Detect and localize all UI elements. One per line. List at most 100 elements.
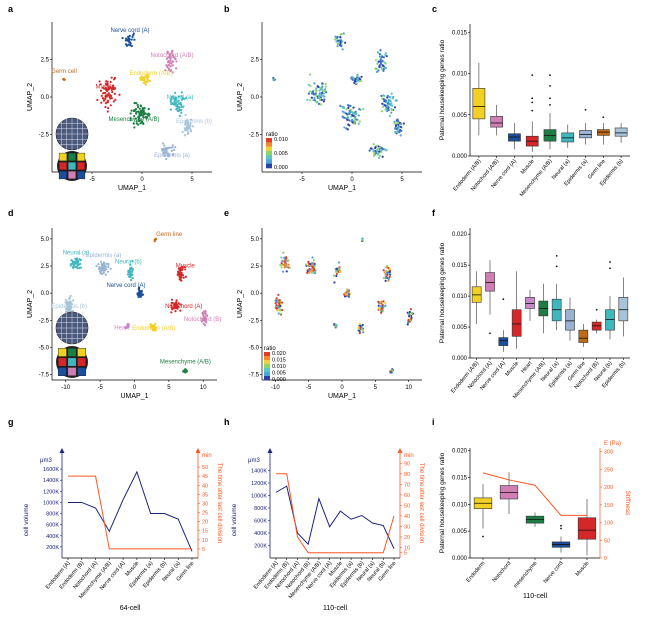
data-point: [105, 95, 108, 98]
y-tick-label: 2.5: [251, 264, 260, 270]
panel-label-c: c: [432, 4, 437, 14]
data-point: [184, 97, 188, 100]
box: [472, 88, 486, 120]
data-point: [309, 73, 312, 76]
cluster-label: Muscle: [95, 85, 115, 91]
data-point: [166, 65, 169, 69]
embryo-cell: [67, 170, 77, 180]
data-point: [167, 56, 170, 59]
data-point: [341, 115, 344, 118]
data-point: [141, 122, 145, 125]
data-point: [335, 40, 338, 43]
data-point: [179, 276, 183, 279]
outlier-point: [531, 97, 534, 100]
data-point: [154, 238, 157, 241]
data-point: [108, 94, 111, 97]
cluster-label: Mesenchyme (A/B): [160, 359, 211, 365]
data-point: [387, 277, 390, 281]
data-point: [346, 128, 349, 131]
data-point: [72, 261, 75, 264]
colorbar-swatch: [266, 146, 272, 152]
data-point: [143, 107, 146, 110]
colorbar-swatch: [264, 360, 270, 365]
data-point: [333, 281, 336, 284]
data-point: [107, 92, 110, 95]
data-point: [394, 130, 397, 134]
data-point: [358, 331, 361, 335]
data-point: [170, 304, 173, 307]
data-point: [79, 262, 82, 266]
embryo-cell: [67, 152, 77, 162]
data-point: [376, 51, 380, 54]
y-axis-right-arrow: [397, 448, 403, 453]
outlier-point: [555, 265, 558, 268]
data-point: [323, 98, 326, 101]
data-point: [163, 154, 166, 157]
data-point: [104, 265, 107, 268]
y-axis-title-right: The time after last cell division: [418, 463, 424, 543]
y-tick-label-right: 200: [604, 485, 613, 491]
data-point: [75, 261, 78, 264]
data-point: [349, 110, 352, 113]
data-point: [136, 293, 139, 296]
data-point: [352, 114, 355, 117]
data-point: [315, 87, 318, 90]
data-point: [391, 104, 394, 107]
data-point: [169, 65, 172, 68]
data-point: [376, 153, 380, 156]
data-point: [410, 311, 413, 315]
box: [511, 309, 522, 337]
data-point: [136, 103, 139, 107]
data-point: [124, 39, 127, 42]
data-point: [338, 270, 342, 274]
embryo-cell: [76, 161, 86, 171]
data-point: [181, 97, 184, 100]
data-point: [150, 323, 153, 326]
data-point: [181, 274, 185, 277]
y-tick-label: 0.0: [251, 95, 260, 101]
data-point: [165, 157, 168, 161]
panel-label-a: a: [8, 4, 14, 14]
y-axis-title: Paternal housekeeping genes ratio: [439, 39, 446, 140]
y-tick-label: -7.5: [249, 373, 260, 379]
data-point: [121, 36, 124, 40]
data-point: [111, 91, 114, 94]
data-point: [382, 69, 385, 72]
y-tick-label: 2.5: [41, 264, 50, 270]
data-point: [280, 261, 283, 265]
cluster-label: Germ cell: [51, 69, 77, 75]
data-point: [68, 298, 71, 301]
outlier-point: [502, 298, 505, 301]
embryo-cell: [58, 367, 67, 376]
data-point: [378, 150, 381, 153]
data-point: [372, 143, 375, 146]
data-point: [129, 117, 132, 120]
data-point: [377, 69, 380, 72]
data-point: [380, 66, 383, 69]
box: [577, 517, 597, 540]
data-point: [109, 267, 112, 270]
data-point: [100, 268, 103, 271]
data-point: [318, 89, 321, 92]
data-point: [97, 263, 100, 266]
data-point: [69, 304, 72, 307]
data-point: [139, 104, 142, 107]
data-point: [347, 293, 351, 296]
data-point: [343, 292, 347, 295]
data-point: [174, 145, 177, 149]
y-tick-label: 0.020: [452, 232, 468, 238]
y-tick-label-right: 10: [404, 545, 410, 551]
data-point: [310, 271, 314, 274]
y-tick-label-right: 45: [202, 474, 208, 480]
data-point: [110, 76, 113, 79]
data-point: [175, 67, 178, 70]
y-tick-label: 0.000: [452, 356, 468, 362]
data-point: [394, 99, 397, 102]
data-point: [383, 94, 386, 98]
data-point: [275, 299, 278, 302]
embryo-cell: [76, 152, 86, 162]
data-point: [134, 117, 137, 120]
data-point: [162, 151, 166, 154]
embryo-cell: [58, 152, 68, 162]
data-point: [373, 151, 376, 154]
